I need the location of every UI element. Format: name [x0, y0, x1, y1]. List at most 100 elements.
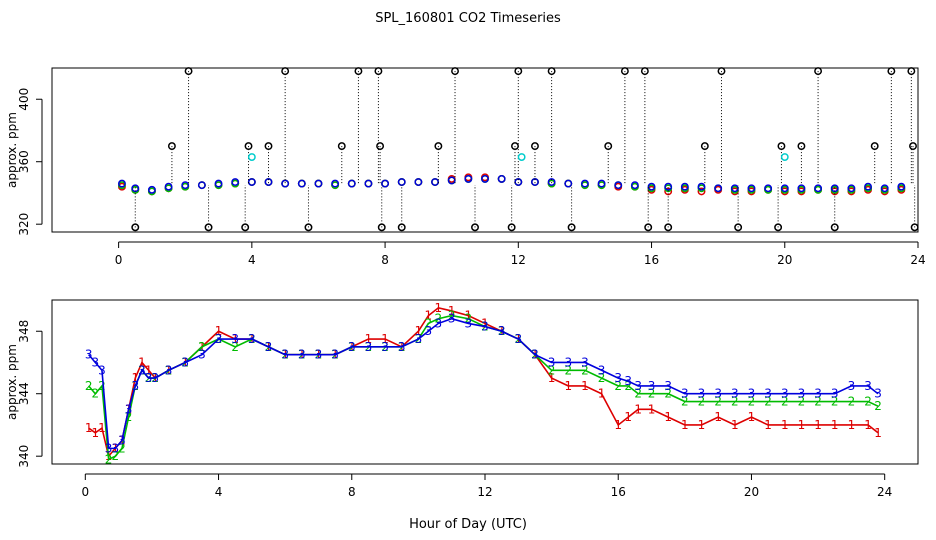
series-3-point: 3 — [748, 387, 756, 401]
series-3-point — [414, 178, 423, 186]
series-flag-point — [620, 67, 629, 76]
series-3-point — [714, 184, 723, 193]
series-flag-point — [204, 223, 213, 232]
series-flag-point — [547, 67, 556, 76]
x-tick-label: 24 — [877, 485, 892, 499]
series-2-point: 2 — [118, 441, 126, 455]
x-tick-label: 20 — [777, 253, 792, 267]
series-flag-point — [774, 223, 783, 232]
series-3-point — [747, 184, 756, 193]
series-flag-point — [471, 223, 479, 232]
series-3-point: 3 — [664, 379, 672, 393]
series-3-point: 3 — [138, 363, 146, 377]
series-3-point — [381, 179, 390, 188]
series-2-point: 2 — [98, 379, 106, 393]
chart-title: SPL_160801 CO2 Timeseries — [375, 11, 561, 26]
series-3-point: 3 — [714, 387, 722, 401]
series-3-point: 3 — [198, 348, 206, 362]
series-3-point — [531, 178, 539, 186]
series-3-point — [897, 182, 906, 191]
series-flag-point — [909, 142, 917, 151]
series-flag-point — [376, 142, 385, 151]
series-3-point: 3 — [874, 387, 882, 401]
series-3-point: 3 — [415, 332, 423, 346]
series-flag-point — [777, 142, 786, 151]
series-3-point: 3 — [165, 363, 173, 377]
series-2-point: 2 — [698, 395, 706, 409]
series-flag-point — [907, 67, 916, 76]
series-1-point: 1 — [731, 418, 739, 432]
series-2-point: 2 — [831, 395, 839, 409]
x-tick-label: 16 — [611, 485, 626, 499]
series-3-point: 3 — [614, 371, 622, 385]
series-2-point: 2 — [111, 449, 119, 463]
series-3-point: 3 — [105, 441, 113, 455]
series-1-point: 1 — [714, 410, 722, 424]
series-3-point — [597, 179, 606, 188]
y-tick-label: 400 — [17, 88, 31, 111]
series-3-point — [647, 182, 656, 191]
series-2-point: 2 — [874, 399, 882, 413]
series-flag-point — [511, 142, 519, 151]
series-3-point — [697, 182, 706, 191]
series-flag-point — [700, 142, 709, 151]
series-3-point: 3 — [398, 340, 406, 354]
series-1-point: 1 — [435, 301, 443, 315]
series-3-point — [564, 179, 573, 188]
plot-frame — [51, 299, 919, 465]
x-tick-label: 4 — [215, 485, 223, 499]
series-3-point: 3 — [365, 340, 373, 354]
x-tick-label: 20 — [744, 485, 759, 499]
series-3-point: 3 — [781, 387, 789, 401]
series-1-point: 1 — [425, 309, 433, 323]
series-3-point: 3 — [698, 387, 706, 401]
series-flag-point — [604, 142, 613, 151]
series-3-point: 3 — [98, 363, 106, 377]
series-2-point: 2 — [198, 340, 206, 354]
series-1-point: 1 — [748, 410, 756, 424]
series-2-point: 2 — [714, 395, 722, 409]
series-flag-point — [734, 223, 743, 232]
series-3-point: 3 — [634, 379, 642, 393]
series-2-point: 2 — [748, 395, 756, 409]
series-2-point: 2 — [731, 395, 739, 409]
series-1-point: 1 — [85, 421, 93, 435]
x-tick-label: 16 — [644, 253, 659, 267]
series-cal-point — [247, 153, 256, 161]
series-3-point: 3 — [425, 324, 433, 338]
series-1-point: 1 — [698, 418, 706, 432]
series-3-point: 3 — [731, 387, 739, 401]
series-3-point — [197, 181, 206, 190]
series-3-point: 3 — [681, 387, 689, 401]
series-1-point: 1 — [131, 371, 139, 385]
series-3-point: 3 — [85, 348, 93, 362]
series-flag-point — [451, 67, 459, 76]
series-3-point: 3 — [315, 348, 323, 362]
series-1-point: 1 — [145, 363, 153, 377]
series-3-point: 3 — [481, 320, 489, 334]
series-3-point — [214, 179, 223, 188]
series-flag-point — [531, 142, 539, 151]
series-1-point: 1 — [781, 418, 789, 432]
series-flag-point — [131, 223, 140, 232]
x-tick-label: 0 — [115, 253, 123, 267]
series-3-point — [497, 174, 506, 183]
series-1-point: 1 — [465, 309, 473, 323]
series-flag-point — [244, 142, 253, 151]
series-2-point: 2 — [634, 387, 642, 401]
series-flag-point — [281, 67, 290, 76]
series-3-point — [281, 179, 290, 188]
series-3-point — [347, 179, 356, 188]
series-flag-point — [264, 142, 273, 151]
series-2-point: 2 — [864, 395, 872, 409]
series-2-point: 2 — [548, 363, 556, 377]
series-2-point: 2 — [681, 395, 689, 409]
series-3-point — [814, 184, 823, 193]
x-tick-label: 4 — [248, 253, 256, 267]
series-3-point: 3 — [151, 371, 159, 385]
series-2-point: 2 — [814, 395, 822, 409]
series-flag-point — [507, 223, 516, 232]
series-2-point: 2 — [465, 312, 473, 326]
